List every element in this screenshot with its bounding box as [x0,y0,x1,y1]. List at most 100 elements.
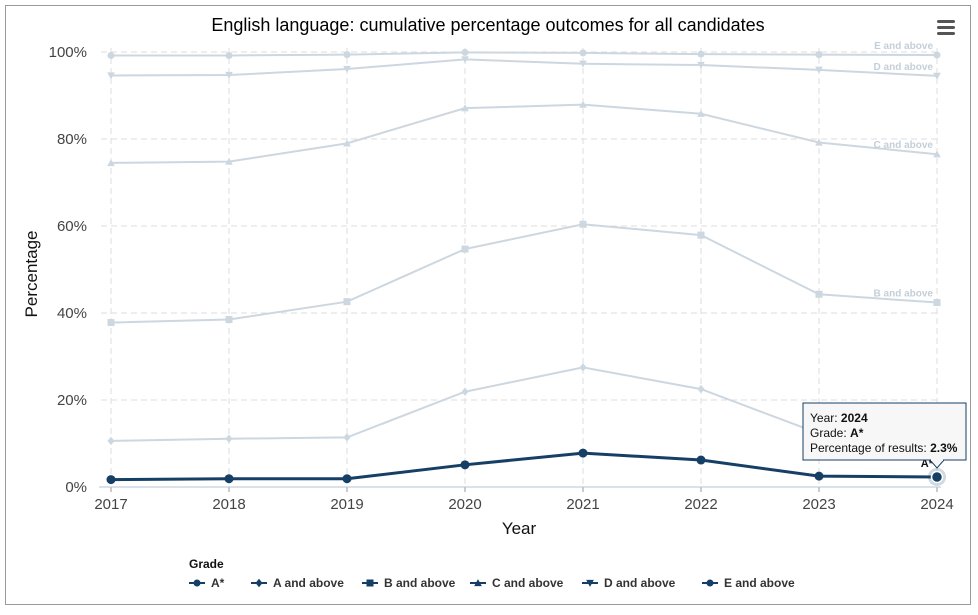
data-point[interactable] [697,109,705,117]
data-point[interactable] [697,50,705,58]
series-b-and-above[interactable] [107,220,941,327]
data-point[interactable] [107,159,115,167]
legend-label: D and above [604,576,676,590]
data-point[interactable] [225,51,233,59]
x-tick-label: 2017 [94,496,127,513]
y-axis-title: Percentage [22,231,41,318]
legend-swatch-marker [706,579,714,587]
series-line[interactable] [110,103,938,164]
x-axis-ticks: 2017 2018 2019 2020 2021 2022 2023 2024 [94,487,954,513]
legend-label: A and above [273,576,344,590]
y-tick-label: 20% [57,392,87,409]
y-tick-label: 60% [57,218,87,235]
x-tick-label: 2024 [920,496,953,513]
tooltip: Year: 2024 Grade: A* Percentage of resul… [802,402,967,469]
legend-item[interactable]: A and above [251,576,344,590]
series-end-label: C and above [874,140,934,151]
data-point[interactable] [225,71,233,79]
legend-label: B and above [384,576,456,590]
chart-title: English language: cumulative percentage … [211,15,764,35]
legend-item[interactable]: E and above [702,576,795,590]
legend-item[interactable]: B and above [362,576,456,590]
legend-swatch-marker [366,579,374,587]
chart-container: English language: cumulative percentage … [5,5,971,605]
data-point[interactable] [933,299,941,307]
legend-swatch-marker [255,578,263,588]
series-line[interactable] [110,58,938,77]
y-axis-ticks: 0% 20% 40% 60% 80% 100% [49,44,87,496]
legend-swatch-marker [193,579,201,587]
data-point[interactable] [225,434,233,443]
hamburger-menu-icon[interactable] [937,20,955,35]
data-point[interactable] [815,138,823,146]
data-point[interactable] [342,474,352,484]
data-point[interactable] [343,139,351,147]
data-point[interactable] [460,460,470,470]
x-tick-label: 2020 [448,496,481,513]
series-end-label: B and above [874,289,934,300]
legend-swatch-marker [474,579,482,587]
x-tick-label: 2023 [802,496,835,513]
series-d-and-above[interactable] [107,56,941,80]
data-point[interactable] [933,150,941,158]
data-point[interactable] [225,316,233,324]
legend: Grade A* A and above B and above C and abov… [189,557,795,590]
data-point[interactable] [814,471,824,481]
legend-label: A* [211,576,225,590]
series-line[interactable] [110,223,938,324]
highlight-point[interactable] [930,470,944,484]
series-end-label: E and above [874,41,933,52]
data-point[interactable] [461,48,469,56]
data-point[interactable] [224,474,234,484]
data-point[interactable] [579,363,587,372]
data-point[interactable] [461,387,469,396]
data-point[interactable] [579,60,587,68]
data-point[interactable] [107,319,115,327]
data-point[interactable] [697,61,705,69]
data-point[interactable] [107,72,115,80]
data-point[interactable] [697,384,705,394]
data-point[interactable] [343,298,351,306]
data-point[interactable] [815,290,823,298]
data-point[interactable] [933,72,941,80]
data-point[interactable] [461,56,469,64]
data-point[interactable] [106,475,116,485]
series-end-label: D and above [874,62,934,73]
data-point[interactable] [107,51,115,59]
data-point[interactable] [579,49,587,57]
data-point[interactable] [343,433,351,442]
legend-label: E and above [724,576,795,590]
data-point[interactable] [461,245,469,253]
data-point[interactable] [933,51,941,59]
data-point[interactable] [696,455,706,465]
data-point[interactable] [107,436,115,446]
legend-item[interactable]: D and above [582,576,676,590]
y-tick-label: 40% [57,305,87,322]
x-tick-label: 2018 [212,496,245,513]
data-point[interactable] [225,157,233,165]
data-point[interactable] [815,66,823,74]
tooltip-box [802,402,967,461]
y-tick-label: 0% [65,479,87,496]
legend-item[interactable]: A* [189,576,225,590]
series-a-and-above[interactable] [107,363,941,446]
data-point[interactable] [461,104,469,112]
series-c-and-above[interactable] [107,100,941,167]
data-point[interactable] [579,220,587,228]
legend-item[interactable]: C and above [470,576,564,590]
series-group [106,48,942,485]
series-line[interactable] [110,451,938,482]
legend-label: C and above [492,576,564,590]
tooltip-percentage: Percentage of results: 2.3% [810,441,958,455]
series-e-and-above[interactable] [107,48,941,59]
data-point[interactable] [697,231,705,239]
data-point[interactable] [343,51,351,59]
data-point[interactable] [343,65,351,73]
series-line[interactable] [110,366,938,442]
data-point[interactable] [578,448,588,458]
series-line[interactable] [111,51,938,57]
data-point[interactable] [815,51,823,59]
data-point[interactable] [579,100,587,108]
tooltip-year: Year: 2024 [810,411,868,425]
